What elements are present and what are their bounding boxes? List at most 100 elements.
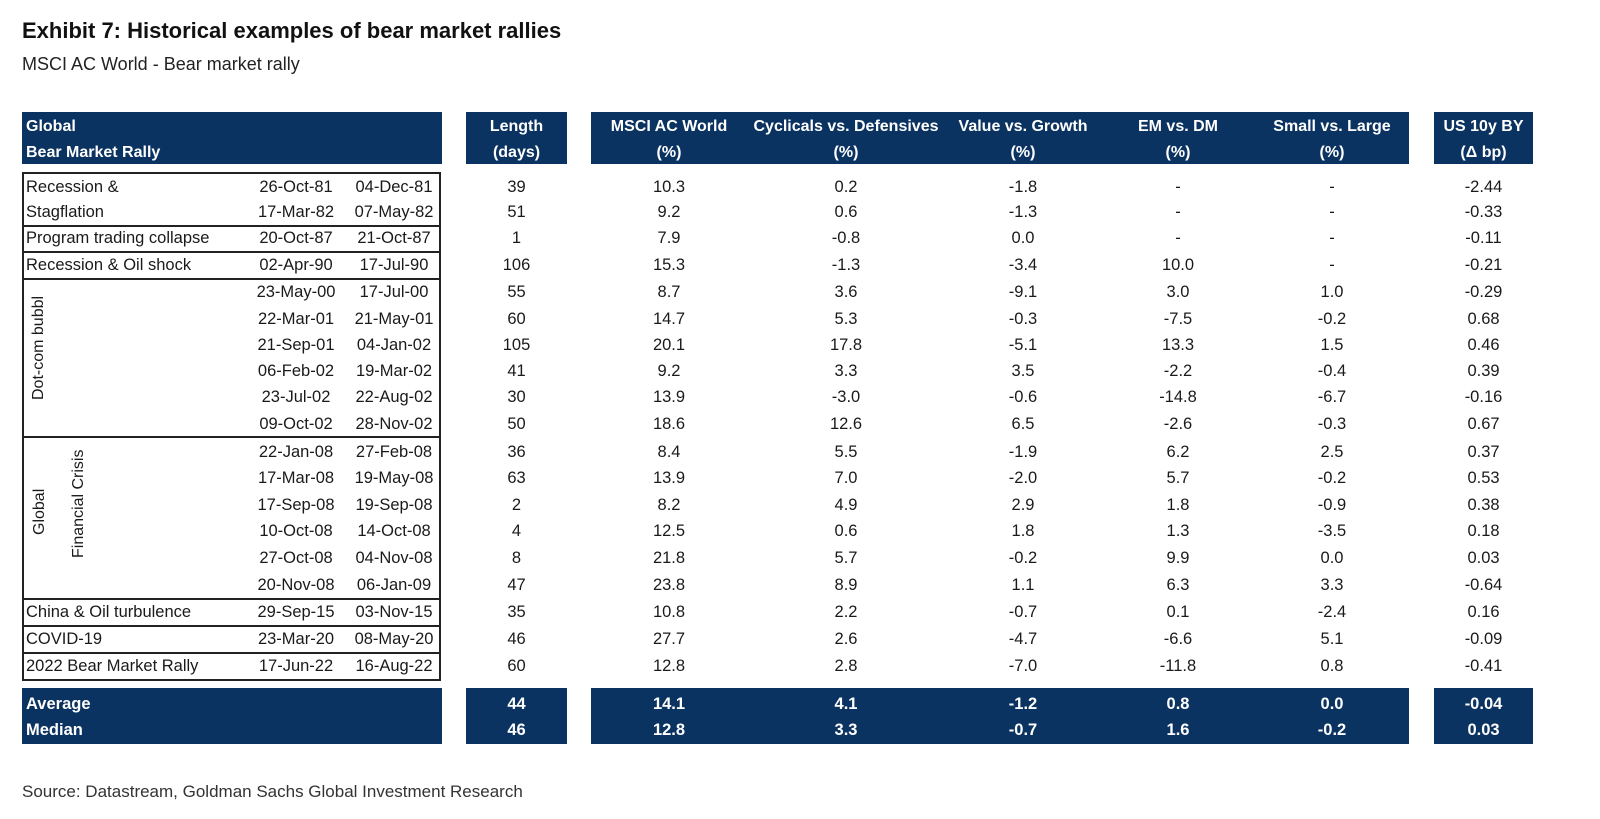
- cell-start: 10-Oct-08: [259, 522, 333, 540]
- cell-cyc: 4.9: [834, 496, 858, 514]
- cell-cyc: 2.2: [834, 603, 858, 621]
- group-label-china: China & Oil turbulence: [26, 603, 192, 621]
- header-length: Length (days): [466, 112, 567, 164]
- cell-length: 2: [511, 496, 522, 514]
- cell-msci: 9.2: [657, 362, 681, 380]
- cell-val: 3.5: [1011, 362, 1035, 380]
- footer-cell-length: 44: [507, 695, 526, 713]
- cell-cyc: -3.0: [831, 388, 861, 406]
- footer-cell-small: -0.2: [1317, 721, 1347, 739]
- cell-end: 17-Jul-00: [359, 283, 429, 301]
- cell-cyc: 2.6: [834, 630, 858, 648]
- cell-em: 6.2: [1166, 443, 1190, 461]
- header-small-line2: (%): [1319, 144, 1345, 161]
- cell-em: -7.5: [1163, 310, 1193, 328]
- group-box-recession: [22, 172, 441, 225]
- cell-length: 41: [507, 362, 526, 380]
- footer-bar-us: [1434, 688, 1533, 744]
- exhibit-subtitle: MSCI AC World - Bear market rally: [22, 54, 300, 74]
- cell-length: 39: [507, 178, 526, 196]
- cell-length: 106: [502, 256, 531, 274]
- cell-msci: 27.7: [652, 630, 686, 648]
- footer-label: Average: [26, 695, 91, 713]
- cell-length: 46: [507, 630, 526, 648]
- cell-start: 21-Sep-01: [257, 336, 335, 354]
- group-box-covid: [22, 625, 441, 652]
- cell-em: 0.1: [1166, 603, 1190, 621]
- cell-us: -0.33: [1464, 203, 1503, 221]
- cell-start: 23-Mar-20: [257, 630, 335, 648]
- cell-val: 0.0: [1011, 229, 1035, 247]
- cell-end: 17-Jul-90: [359, 256, 429, 274]
- cell-us: -0.64: [1464, 576, 1503, 594]
- cell-msci: 7.9: [657, 229, 681, 247]
- cell-length: 60: [507, 657, 526, 675]
- cell-msci: 8.4: [657, 443, 681, 461]
- header-length-line1: Length: [489, 118, 544, 135]
- cell-small: -: [1329, 256, 1335, 274]
- footer-bar-left: [22, 688, 442, 744]
- group-box-china: [22, 598, 441, 625]
- group-label-program: Program trading collapse: [26, 229, 210, 247]
- header-length-line2: (days): [492, 144, 541, 161]
- footer-cell-val: -1.2: [1008, 695, 1038, 713]
- cell-val: 6.5: [1011, 415, 1035, 433]
- cell-end: 21-Oct-87: [357, 229, 431, 247]
- cell-small: -: [1329, 178, 1335, 196]
- cell-msci: 13.9: [652, 388, 686, 406]
- footer-cell-us: 0.03: [1467, 721, 1500, 739]
- cell-length: 36: [507, 443, 526, 461]
- cell-em: -14.8: [1159, 388, 1197, 406]
- header-us-line2: (Δ bp): [1460, 144, 1507, 161]
- cell-length: 51: [507, 203, 526, 221]
- cell-small: 5.1: [1320, 630, 1344, 648]
- footer-cell-length: 46: [507, 721, 526, 739]
- cell-start: 23-May-00: [256, 283, 336, 301]
- cell-small: -2.4: [1317, 603, 1347, 621]
- cell-small: -: [1329, 229, 1335, 247]
- footer-cell-cyc: 4.1: [834, 695, 858, 713]
- group-label-2022: 2022 Bear Market Rally: [26, 657, 199, 675]
- cell-cyc: 0.2: [834, 178, 858, 196]
- cell-us: -0.41: [1464, 657, 1503, 675]
- cell-start: 23-Jul-02: [261, 388, 331, 406]
- cell-val: -0.7: [1008, 603, 1038, 621]
- cell-em: 9.9: [1166, 549, 1190, 567]
- cell-cyc: 2.8: [834, 657, 858, 675]
- header-cyc-line1: Cyclicals vs. Defensives: [753, 118, 939, 135]
- group-box-2022: [22, 652, 441, 679]
- cell-start: 17-Mar-08: [257, 469, 335, 487]
- cell-us: 0.38: [1467, 496, 1500, 514]
- group-label-recession-line2: Stagflation: [26, 203, 104, 221]
- cell-start: 17-Mar-82: [257, 203, 335, 221]
- cell-msci: 12.5: [652, 522, 686, 540]
- cell-start: 06-Feb-02: [257, 362, 335, 380]
- cell-small: 1.0: [1320, 283, 1344, 301]
- cell-em: 1.8: [1166, 496, 1190, 514]
- footer-cell-em: 1.6: [1166, 721, 1190, 739]
- group-label-oil-shock: Recession & Oil shock: [26, 256, 192, 274]
- cell-em: 5.7: [1166, 469, 1190, 487]
- cell-msci: 21.8: [652, 549, 686, 567]
- header-us-line1: US 10y BY: [1443, 118, 1524, 135]
- cell-end: 08-May-20: [354, 630, 434, 648]
- cell-cyc: 3.6: [834, 283, 858, 301]
- cell-cyc: 12.6: [829, 415, 863, 433]
- cell-us: 0.67: [1467, 415, 1500, 433]
- footer-label: Median: [26, 721, 83, 739]
- cell-start: 22-Mar-01: [257, 310, 335, 328]
- cell-length: 4: [511, 522, 522, 540]
- cell-small: 2.5: [1320, 443, 1344, 461]
- cell-end: 28-Nov-02: [355, 415, 433, 433]
- cell-em: 10.0: [1161, 256, 1195, 274]
- cell-end: 19-Mar-02: [355, 362, 433, 380]
- cell-end: 04-Dec-81: [355, 178, 433, 196]
- cell-start: 20-Nov-08: [257, 576, 335, 594]
- cell-length: 1: [511, 229, 522, 247]
- header-global: Global Bear Market Rally: [22, 112, 442, 164]
- footer-cell-em: 0.8: [1166, 695, 1190, 713]
- cell-length: 35: [507, 603, 526, 621]
- cell-val: 2.9: [1011, 496, 1035, 514]
- group-label-covid: COVID-19: [26, 630, 103, 648]
- header-msci-line1: MSCI AC World: [610, 118, 728, 135]
